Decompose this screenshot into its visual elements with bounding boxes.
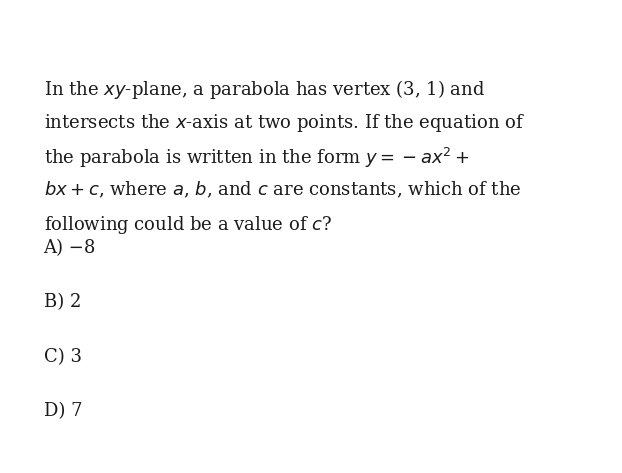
Text: intersects the $x$-axis at two points. If the equation of: intersects the $x$-axis at two points. I… <box>44 112 524 134</box>
Text: the parabola is written in the form $y = -ax^2 +$: the parabola is written in the form $y =… <box>44 146 470 170</box>
Text: A) −8: A) −8 <box>44 239 96 257</box>
Text: B) 2: B) 2 <box>44 293 81 311</box>
Text: In the $xy$-plane, a parabola has vertex (3, 1) and: In the $xy$-plane, a parabola has vertex… <box>44 78 485 101</box>
Text: $bx + c$, where $a$, $b$, and $c$ are constants, which of the: $bx + c$, where $a$, $b$, and $c$ are co… <box>44 180 521 201</box>
Text: following could be a value of $c$?: following could be a value of $c$? <box>44 214 332 236</box>
Text: C) 3: C) 3 <box>44 348 81 366</box>
Text: D) 7: D) 7 <box>44 402 82 420</box>
